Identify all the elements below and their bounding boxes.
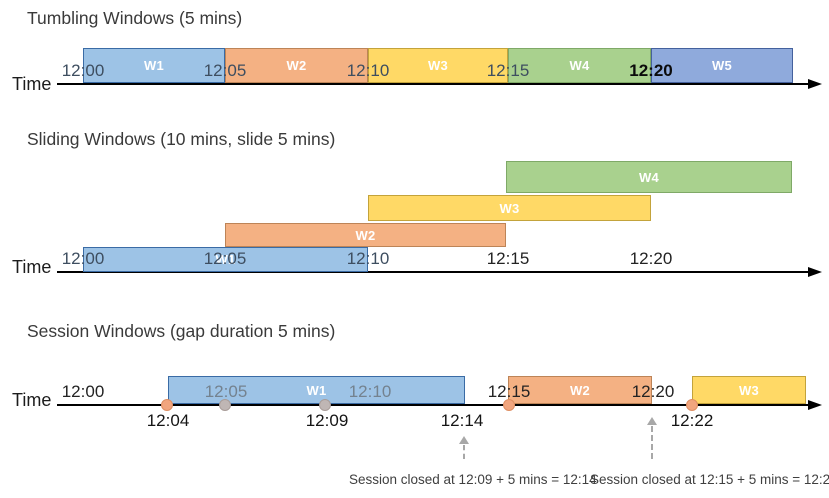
tumbling-axis-line bbox=[57, 83, 808, 85]
tumbling-window-w1: W1 bbox=[83, 48, 225, 83]
tumbling-window-w4: W4 bbox=[508, 48, 651, 83]
session-window-w1: W1 bbox=[168, 376, 465, 404]
sliding-window-w3: W3 bbox=[368, 195, 651, 221]
annotation-arrow-line bbox=[651, 426, 653, 459]
window-label: W4 bbox=[569, 58, 590, 73]
sliding-window-w2: W2 bbox=[225, 223, 506, 247]
tick-label: 12:15 bbox=[486, 249, 530, 268]
sliding-axis-arrow-icon bbox=[808, 267, 822, 277]
session-closed-annotation: Session closed at 12:15 + 5 mins = 12:20 bbox=[590, 472, 829, 487]
event-time-label: 12:14 bbox=[440, 411, 484, 430]
session-axis-arrow-icon bbox=[808, 400, 822, 410]
tumbling-window-w5: W5 bbox=[651, 48, 793, 83]
event-dot bbox=[319, 399, 331, 411]
window-label: W3 bbox=[499, 200, 520, 216]
tick-label: 12:00 bbox=[61, 382, 105, 401]
tick-label: 12:20 bbox=[629, 61, 673, 80]
sliding-axis-line bbox=[57, 271, 808, 273]
tumbling-axis-arrow-icon bbox=[808, 79, 822, 89]
session-time-label: Time bbox=[12, 390, 52, 410]
tumbling-window-w3: W3 bbox=[368, 48, 508, 83]
sliding-time-label: Time bbox=[12, 257, 52, 277]
window-label: W4 bbox=[638, 169, 660, 185]
tick-label: 12:00 bbox=[61, 61, 105, 80]
tick-label: 12:00 bbox=[61, 249, 105, 268]
tumbling-time-label: Time bbox=[12, 74, 52, 94]
tick-label: 12:05 bbox=[203, 61, 247, 80]
tick-label: 12:05 bbox=[204, 382, 248, 401]
annotation-arrow-icon bbox=[647, 417, 657, 425]
event-dot bbox=[219, 399, 231, 411]
window-label: W2 bbox=[355, 227, 376, 243]
annotation-arrow-icon bbox=[459, 436, 469, 444]
event-dot bbox=[161, 399, 173, 411]
tick-label: 12:20 bbox=[629, 249, 673, 268]
session-window-w3: W3 bbox=[692, 376, 806, 404]
tumbling-title: Tumbling Windows (5 mins) bbox=[27, 8, 243, 28]
window-label: W5 bbox=[711, 58, 733, 73]
event-dot bbox=[503, 399, 515, 411]
session-closed-annotation: Session closed at 12:09 + 5 mins = 12:14 bbox=[349, 472, 597, 487]
session-title: Session Windows (gap duration 5 mins) bbox=[27, 321, 336, 341]
tick-label: 12:05 bbox=[203, 249, 247, 268]
session-window-w2: W2 bbox=[508, 376, 652, 404]
tumbling-window-w2: W2 bbox=[225, 48, 368, 83]
window-label: W1 bbox=[143, 58, 165, 73]
tick-label: 12:10 bbox=[346, 249, 390, 268]
tick-label: 12:10 bbox=[346, 61, 390, 80]
window-label: W3 bbox=[738, 382, 760, 398]
event-dot bbox=[686, 399, 698, 411]
tick-label: 12:15 bbox=[486, 61, 530, 80]
event-time-label: 12:09 bbox=[305, 411, 349, 430]
event-time-label: 12:22 bbox=[670, 411, 714, 430]
window-label: W1 bbox=[306, 382, 327, 398]
tick-label: 12:20 bbox=[631, 382, 675, 401]
annotation-arrow-line bbox=[463, 445, 465, 459]
sliding-window-w1: W1 bbox=[83, 247, 368, 272]
sliding-window-w4: W4 bbox=[506, 161, 792, 193]
window-label: W3 bbox=[427, 58, 449, 73]
window-label: W2 bbox=[569, 382, 591, 398]
session-axis-line bbox=[57, 404, 808, 406]
event-time-label: 12:04 bbox=[146, 411, 190, 430]
tick-label: 12:15 bbox=[487, 382, 531, 401]
window-label: W2 bbox=[286, 58, 307, 73]
window-label: W1 bbox=[215, 252, 236, 267]
sliding-title: Sliding Windows (10 mins, slide 5 mins) bbox=[27, 129, 336, 149]
tick-label: 12:10 bbox=[348, 382, 392, 401]
